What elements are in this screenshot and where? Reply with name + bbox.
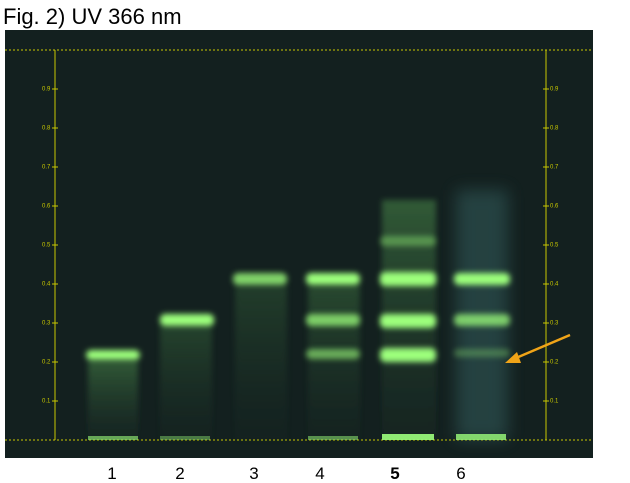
tick-label: 0.6 — [42, 204, 51, 210]
tick-label: 0.2 — [42, 360, 51, 366]
arrow — [505, 333, 571, 363]
bands — [86, 236, 510, 440]
lane-label: 4 — [315, 464, 324, 483]
lane-label: 1 — [107, 464, 116, 483]
tick-label: 0.4 — [42, 282, 51, 288]
lane-label: 6 — [456, 464, 465, 483]
tick-label: 0.1 — [42, 399, 51, 405]
tick-label: 0.3 — [550, 321, 559, 327]
tick-label: 0.2 — [550, 360, 559, 366]
tick-label: 0.3 — [42, 321, 51, 327]
figure-title: Fig. 2) UV 366 nm — [3, 4, 182, 29]
tick-label: 0.8 — [42, 126, 51, 132]
tick-label: 0.9 — [42, 87, 51, 93]
tick-label: 0.9 — [550, 87, 559, 93]
tick-label: 0.7 — [42, 165, 51, 171]
tick-label: 0.6 — [550, 204, 559, 210]
lane-label: 3 — [249, 464, 258, 483]
tick-label: 0.1 — [550, 399, 559, 405]
lane-labels: 1 2 3 4 5 6 — [107, 464, 465, 483]
tick-label: 0.5 — [42, 243, 51, 249]
lane-label: 2 — [175, 464, 184, 483]
tick-label: 0.7 — [550, 165, 559, 171]
tick-label: 0.4 — [550, 282, 559, 288]
lane-label: 5 — [390, 464, 399, 483]
tick-label: 0.8 — [550, 126, 559, 132]
tick-label: 0.5 — [550, 243, 559, 249]
